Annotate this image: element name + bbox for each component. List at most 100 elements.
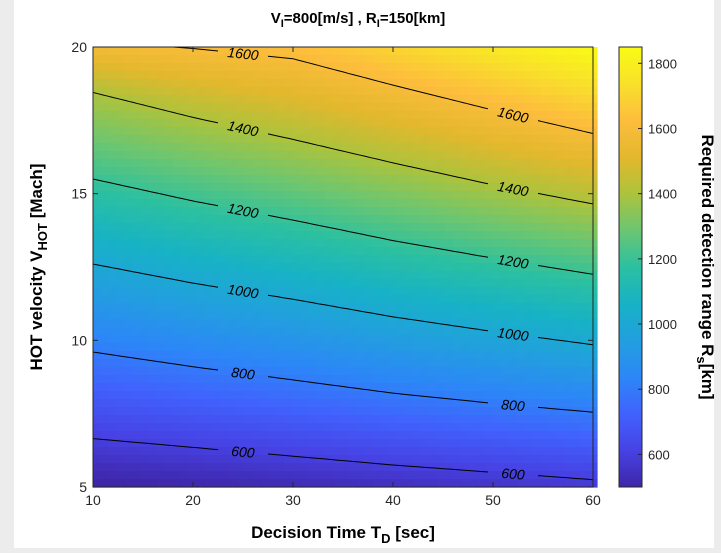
fill-cell <box>373 375 382 384</box>
fill-cell <box>165 335 174 344</box>
fill-cell <box>221 143 230 152</box>
fill-cell <box>181 407 190 416</box>
fill-cell <box>341 279 350 288</box>
fill-cell <box>525 447 534 456</box>
fill-cell <box>269 207 278 216</box>
fill-cell <box>309 255 318 264</box>
fill-cell <box>133 103 142 112</box>
fill-cell <box>381 231 390 240</box>
fill-cell <box>237 399 246 408</box>
fill-cell <box>93 295 102 304</box>
fill-cell <box>501 375 510 384</box>
fill-cell <box>205 271 214 280</box>
contour-lines <box>93 47 593 481</box>
fill-cell <box>253 359 262 368</box>
fill-cell <box>453 351 462 360</box>
fill-cell <box>317 407 326 416</box>
fill-cell <box>341 399 350 408</box>
fill-cell <box>565 239 574 248</box>
fill-cell <box>421 295 430 304</box>
fill-cell <box>381 183 390 192</box>
fill-cell <box>293 479 302 488</box>
fill-cell <box>557 103 566 112</box>
fill-cell <box>453 375 462 384</box>
fill-cell <box>205 199 214 208</box>
fill-cell <box>101 239 110 248</box>
fill-cell <box>549 327 558 336</box>
fill-cell <box>525 247 534 256</box>
fill-cell <box>405 231 414 240</box>
fill-cell <box>125 327 134 336</box>
fill-cell <box>429 263 438 272</box>
fill-cell <box>357 167 366 176</box>
fill-cell <box>525 279 534 288</box>
fill-cell <box>533 263 542 272</box>
fill-cell <box>253 215 262 224</box>
fill-cell <box>437 223 446 232</box>
fill-cell <box>157 239 166 248</box>
fill-cell <box>253 295 262 304</box>
fill-cell <box>141 327 150 336</box>
fill-cell <box>189 215 198 224</box>
fill-cell <box>149 127 158 136</box>
fill-cell <box>333 247 342 256</box>
fill-cell <box>525 255 534 264</box>
fill-cell <box>445 47 454 56</box>
fill-cell <box>485 223 494 232</box>
fill-cell <box>253 111 262 120</box>
fill-cell <box>165 319 174 328</box>
fill-cell <box>293 279 302 288</box>
fill-cell <box>533 167 542 176</box>
fill-cell <box>189 199 198 208</box>
fill-cell <box>301 407 310 416</box>
fill-cell <box>229 303 238 312</box>
fill-cell <box>181 327 190 336</box>
fill-cell <box>509 383 518 392</box>
fill-cell <box>221 287 230 296</box>
fill-cell <box>381 327 390 336</box>
fill-cell <box>245 295 254 304</box>
fill-cell <box>421 183 430 192</box>
fill-cell <box>221 367 230 376</box>
fill-cell <box>317 335 326 344</box>
fill-cell <box>389 295 398 304</box>
fill-cell <box>445 479 454 488</box>
fill-cell <box>269 279 278 288</box>
fill-cell <box>93 311 102 320</box>
fill-cell <box>509 295 518 304</box>
fill-cell <box>581 375 590 384</box>
fill-cell <box>309 119 318 128</box>
fill-cell <box>349 383 358 392</box>
fill-cell <box>285 471 294 480</box>
fill-cell <box>117 359 126 368</box>
fill-cell <box>445 55 454 64</box>
fill-cell <box>341 55 350 64</box>
fill-cell <box>117 55 126 64</box>
fill-cell <box>429 55 438 64</box>
fill-cell <box>429 127 438 136</box>
fill-cell <box>189 471 198 480</box>
fill-cell <box>325 103 334 112</box>
fill-cell <box>165 143 174 152</box>
fill-cell <box>269 271 278 280</box>
fill-cell <box>165 127 174 136</box>
fill-cell <box>301 295 310 304</box>
fill-cell <box>317 375 326 384</box>
fill-cell <box>261 127 270 136</box>
fill-cell <box>557 319 566 328</box>
fill-cell <box>205 151 214 160</box>
fill-cell <box>437 199 446 208</box>
fill-cell <box>453 151 462 160</box>
fill-cell <box>285 423 294 432</box>
fill-cell <box>165 167 174 176</box>
fill-cell <box>101 271 110 280</box>
fill-cell <box>445 207 454 216</box>
fill-cell <box>213 71 222 80</box>
fill-cell <box>501 127 510 136</box>
fill-cell <box>109 479 118 488</box>
fill-cell <box>261 47 270 56</box>
fill-cell <box>549 175 558 184</box>
fill-cell <box>277 439 286 448</box>
fill-cell <box>357 143 366 152</box>
fill-cell <box>429 199 438 208</box>
